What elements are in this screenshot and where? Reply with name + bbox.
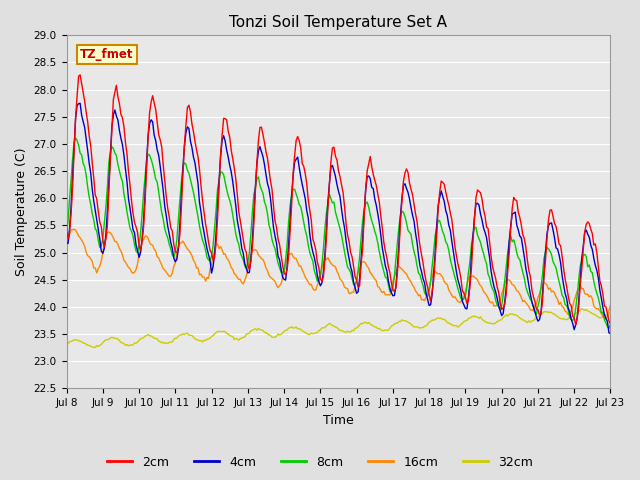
Y-axis label: Soil Temperature (C): Soil Temperature (C) [15, 147, 28, 276]
Text: TZ_fmet: TZ_fmet [80, 48, 134, 60]
Legend: 2cm, 4cm, 8cm, 16cm, 32cm: 2cm, 4cm, 8cm, 16cm, 32cm [102, 451, 538, 474]
Title: Tonzi Soil Temperature Set A: Tonzi Soil Temperature Set A [230, 15, 447, 30]
X-axis label: Time: Time [323, 414, 354, 427]
